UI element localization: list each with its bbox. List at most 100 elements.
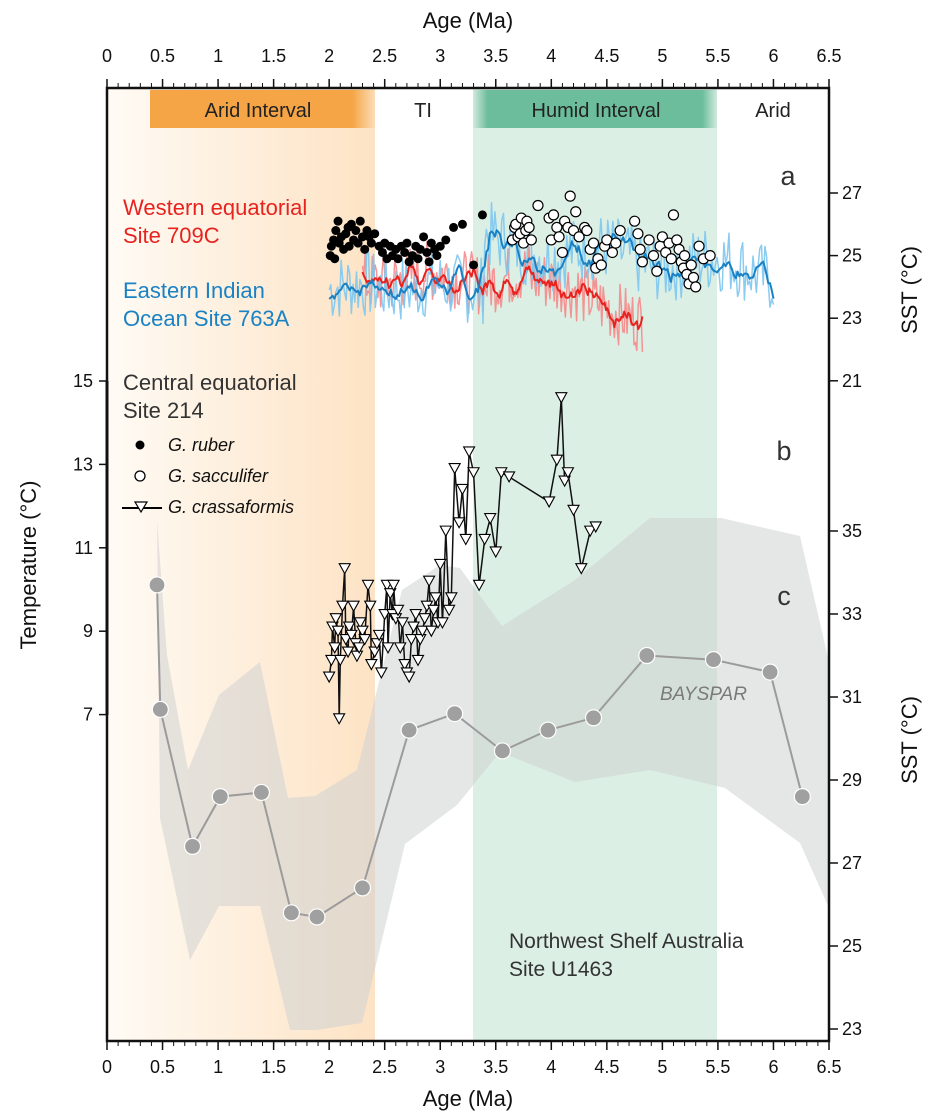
plot-frame xyxy=(105,86,831,1043)
top-axis-title: Age (Ma) xyxy=(423,8,513,33)
crassaformis-point xyxy=(347,600,361,613)
bayspar-point xyxy=(282,904,300,922)
crassaformis-point xyxy=(370,638,384,650)
top-x-tick-label: 0.5 xyxy=(150,46,175,66)
bayspar-envelope xyxy=(157,518,829,1030)
sacculifer-point xyxy=(651,265,663,277)
bayspar-point xyxy=(761,663,779,681)
humid-interval-label: Humid Interval xyxy=(532,100,661,122)
left-tick-label: 9 xyxy=(83,621,93,641)
crassaformis-point xyxy=(333,654,347,667)
top-x-tick-label: 4.5 xyxy=(594,46,619,66)
crassaformis-point xyxy=(329,613,343,625)
sacculifer-point xyxy=(547,209,560,221)
humid-interval-bar xyxy=(473,90,717,128)
ruber-point xyxy=(432,251,442,261)
top-x-tick-label: 2 xyxy=(324,46,334,66)
crassaformis-point xyxy=(338,563,352,575)
right-axis-title-bottom: SST (°C) xyxy=(897,696,922,784)
sacculifer-point xyxy=(595,259,607,271)
ruber-point xyxy=(333,216,343,226)
crassaformis-point xyxy=(383,588,397,600)
bottom-x-tick-label: 6.5 xyxy=(816,1057,841,1077)
right-axis-title-top: SST (°C) xyxy=(897,246,922,334)
top-x-tick-label: 5.5 xyxy=(705,46,730,66)
crassaformis-point xyxy=(344,629,358,642)
site763-label: Eastern Indian Ocean Site 763A xyxy=(123,278,290,331)
bottom-x-tick-label: 2.5 xyxy=(372,1057,397,1077)
crassaformis-point xyxy=(404,633,418,646)
crassaformis-point xyxy=(341,646,355,659)
sacculifer-point xyxy=(532,199,544,212)
ruber-point xyxy=(449,222,459,232)
left-tick-label: 13 xyxy=(73,454,93,474)
arid-interval-label: Arid Interval xyxy=(205,100,312,122)
crassaformis-point xyxy=(364,659,378,671)
crassaformis-point xyxy=(396,617,409,630)
right-bottom-tick-label: 35 xyxy=(842,521,862,541)
right-bottom-tick-label: 31 xyxy=(842,687,862,707)
crassaformis-point xyxy=(422,575,436,588)
crassaformis-point xyxy=(558,475,572,488)
right-top-tick-label: 25 xyxy=(842,246,862,266)
sacculifer-point xyxy=(629,215,641,227)
sacculifer-point xyxy=(606,246,619,259)
right-top-tick-label: 21 xyxy=(842,371,862,391)
bayspar-point xyxy=(704,651,723,669)
sacculifer-point xyxy=(525,234,537,246)
crassaformis-point xyxy=(381,642,395,655)
sacculifer-point xyxy=(704,250,716,262)
bayspar-point xyxy=(252,783,270,802)
crassaformis-point xyxy=(402,671,416,684)
ruber-point xyxy=(477,210,487,220)
right-bottom-tick-label: 23 xyxy=(842,1019,862,1039)
ruber-point xyxy=(424,257,434,267)
bottom-x-tick-label: 1.5 xyxy=(261,1057,286,1077)
crassaformis-point xyxy=(483,513,497,525)
ruber-point xyxy=(360,244,370,254)
bottom-x-tick-label: 5.5 xyxy=(705,1057,730,1077)
crassaformis-point xyxy=(416,625,429,638)
ruber-point xyxy=(331,226,341,236)
ruber-point xyxy=(353,238,363,248)
panel-label-a: a xyxy=(780,161,796,191)
ruber-point xyxy=(413,254,423,264)
left-axis-title: Temperature (°C) xyxy=(16,481,41,650)
bayspar-point xyxy=(353,879,372,897)
sacculifer-point xyxy=(556,246,569,259)
crassaformis-point xyxy=(393,642,407,655)
crassaformis-point xyxy=(339,633,353,646)
crassaformis-point xyxy=(387,579,401,592)
bayspar-point xyxy=(493,742,512,760)
crassaformis-point xyxy=(550,454,564,467)
crassaformis-point xyxy=(542,496,556,509)
crassaformis-point xyxy=(574,563,588,575)
crassaformis-point xyxy=(413,633,427,646)
ruber-point xyxy=(469,260,479,270)
crassaformis-point xyxy=(439,525,453,538)
crassaformis-point xyxy=(352,642,366,655)
bottom-x-tick-label: 3 xyxy=(435,1057,445,1077)
bottom-axis-title: Age (Ma) xyxy=(423,1086,513,1111)
bayspar-point xyxy=(151,700,169,719)
crassaformis-point xyxy=(472,579,486,592)
ruber-point xyxy=(457,219,467,229)
ruber-point xyxy=(422,247,432,257)
crassaformis-point xyxy=(448,463,462,475)
crassaformis-point xyxy=(328,642,342,655)
top-x-tick-label: 4 xyxy=(546,46,556,66)
crassaformis-point xyxy=(433,558,447,571)
ruber-point xyxy=(370,229,380,239)
sacculifer-point xyxy=(693,240,705,252)
sacculifer-point xyxy=(573,231,585,243)
site763-raw-line xyxy=(328,201,775,325)
arid-interval-bar xyxy=(150,90,375,128)
sacculifer-point xyxy=(647,250,660,262)
legend-sacculifer-label: G. sacculifer xyxy=(168,466,269,486)
crassaformis-point xyxy=(356,625,369,638)
right-bottom-tick-label: 25 xyxy=(842,936,862,956)
crassaformis-point xyxy=(350,650,364,663)
sacculifer-point xyxy=(636,256,648,268)
ruber-point xyxy=(355,216,365,226)
